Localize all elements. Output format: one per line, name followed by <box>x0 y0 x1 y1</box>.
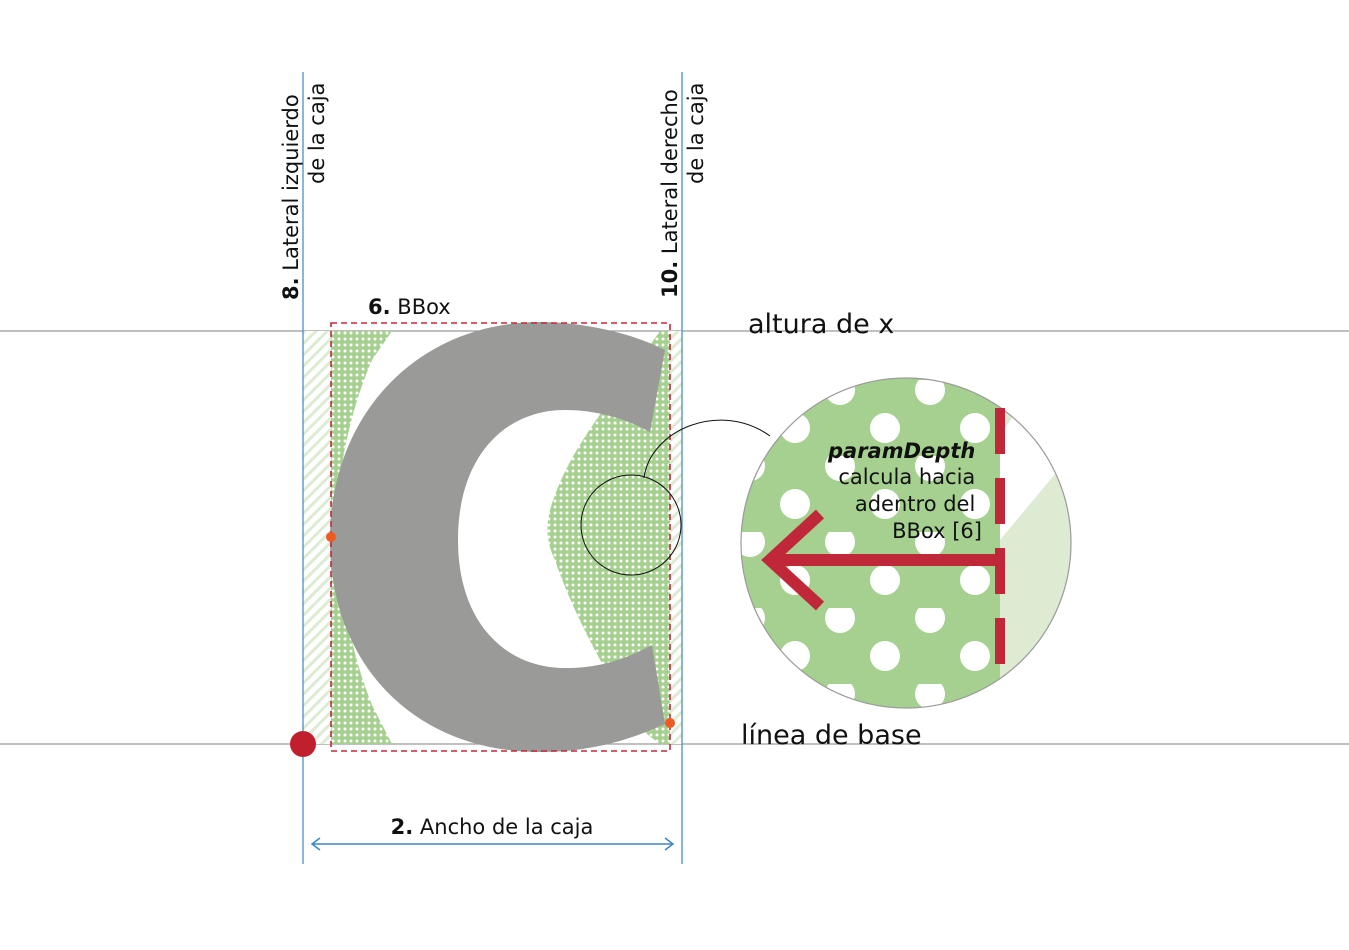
left-side-label-line1: 8. Lateral izquierdo <box>279 94 303 300</box>
baseline-label: línea de base <box>741 720 922 751</box>
left-extreme-dot <box>326 532 336 542</box>
param-depth-arrow <box>761 509 1000 611</box>
width-dimension <box>310 837 675 851</box>
bbox-label: 6. BBox <box>368 295 451 319</box>
right-extreme-dot <box>665 718 675 728</box>
left-side-label-line2: de la caja <box>305 83 329 184</box>
right-side-label-line1: 10. Lateral derecho <box>658 89 682 298</box>
param-depth-line2: adentro del <box>855 492 975 516</box>
left-depth-area <box>331 331 392 744</box>
param-depth-name: paramDepth <box>827 439 975 463</box>
svg-text:paramDepth calcula hacia: paramDepth calcula hacia adentro del BBo… <box>827 439 982 543</box>
magnifier-circle <box>580 474 682 576</box>
param-depth-line1: calcula hacia <box>838 465 975 489</box>
width-label: 2. Ancho de la caja <box>391 815 594 839</box>
param-depth-line3: BBox [6] <box>892 519 982 543</box>
right-side-label-line2: de la caja <box>684 83 708 184</box>
magnifier-connector <box>643 419 771 479</box>
origin-dot <box>290 731 316 757</box>
x-height-label: altura de x <box>748 309 894 340</box>
right-sidebearing-area <box>670 331 682 744</box>
glyph-c <box>330 322 665 752</box>
right-depth-area <box>547 331 670 744</box>
